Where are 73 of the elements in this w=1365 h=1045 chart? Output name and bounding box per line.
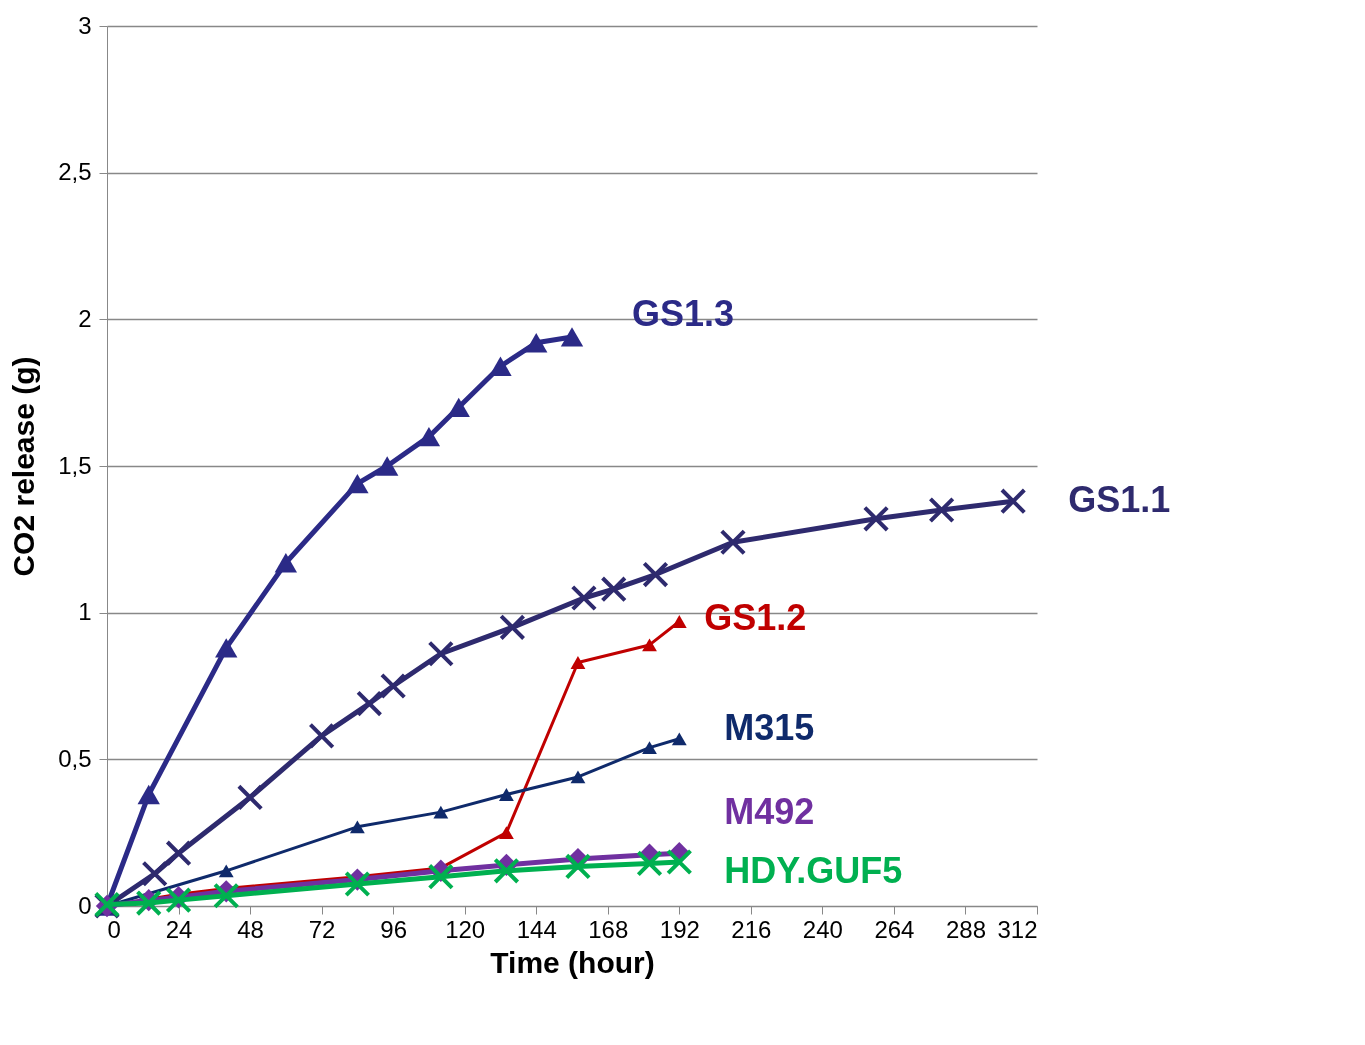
x-tick-label: 240	[802, 915, 843, 943]
x-tick-label: 216	[731, 915, 772, 943]
point	[525, 333, 548, 353]
x-tick-label: 72	[308, 915, 336, 943]
point	[499, 826, 514, 840]
point	[141, 860, 168, 887]
point	[417, 426, 441, 447]
x-tick-label: 0	[107, 915, 121, 943]
point	[308, 722, 335, 750]
point	[666, 848, 693, 876]
x-tick-label: 48	[237, 915, 264, 943]
point	[433, 805, 449, 819]
y-axis-title: CO2 release (g)	[7, 356, 41, 577]
point	[642, 638, 657, 652]
x-tick-label: 120	[445, 915, 486, 943]
point	[570, 770, 586, 784]
point	[560, 327, 584, 347]
x-tick-label: 192	[659, 915, 700, 943]
point	[570, 656, 586, 669]
point	[928, 496, 955, 524]
y-tick-label: 0	[78, 891, 92, 919]
series-label: M492	[724, 791, 815, 833]
point	[636, 850, 663, 877]
point	[427, 640, 455, 667]
series-label: GS1.2	[704, 597, 807, 639]
x-tick-label: 96	[380, 915, 408, 943]
point	[356, 690, 383, 717]
point	[719, 529, 747, 556]
point	[671, 615, 687, 628]
x-tick-label: 144	[516, 915, 557, 943]
x-axis-title: Time (hour)	[490, 945, 655, 979]
point	[165, 886, 192, 914]
point	[427, 863, 455, 890]
point	[642, 741, 657, 755]
x-tick-label: 288	[945, 915, 986, 943]
point	[379, 672, 407, 700]
x-tick-label: 312	[997, 915, 1038, 943]
point	[236, 784, 264, 811]
point	[376, 456, 399, 476]
x-tick-label: 168	[588, 915, 629, 943]
point	[137, 784, 160, 805]
point	[218, 864, 234, 878]
point	[447, 397, 470, 418]
x-tick-label: 264	[874, 915, 915, 943]
x-tick-label: 24	[165, 915, 193, 943]
point	[564, 853, 592, 880]
point	[600, 576, 627, 603]
series-label: HDY.GUF5	[724, 850, 903, 891]
y-tick-label: 3	[78, 11, 92, 39]
point	[135, 889, 162, 917]
point	[862, 505, 890, 532]
y-tick-label: 1	[78, 598, 92, 626]
point	[274, 553, 298, 573]
point	[671, 732, 687, 746]
point	[499, 614, 526, 641]
point	[213, 882, 240, 909]
point	[493, 857, 520, 884]
point	[165, 840, 192, 867]
point	[999, 488, 1027, 515]
y-tick-label: 2	[78, 304, 92, 332]
y-tick-label: 2,5	[58, 158, 92, 186]
y-tick-label: 0,5	[58, 744, 92, 772]
point	[499, 788, 514, 801]
series-label: GS1.1	[1068, 479, 1171, 521]
y-tick-label: 1,5	[58, 451, 92, 479]
point	[642, 561, 669, 588]
series-label: M315	[724, 706, 815, 748]
point	[215, 638, 238, 658]
point	[570, 584, 598, 612]
point	[344, 870, 371, 898]
point	[346, 473, 369, 494]
point	[489, 356, 512, 376]
point	[349, 820, 365, 834]
